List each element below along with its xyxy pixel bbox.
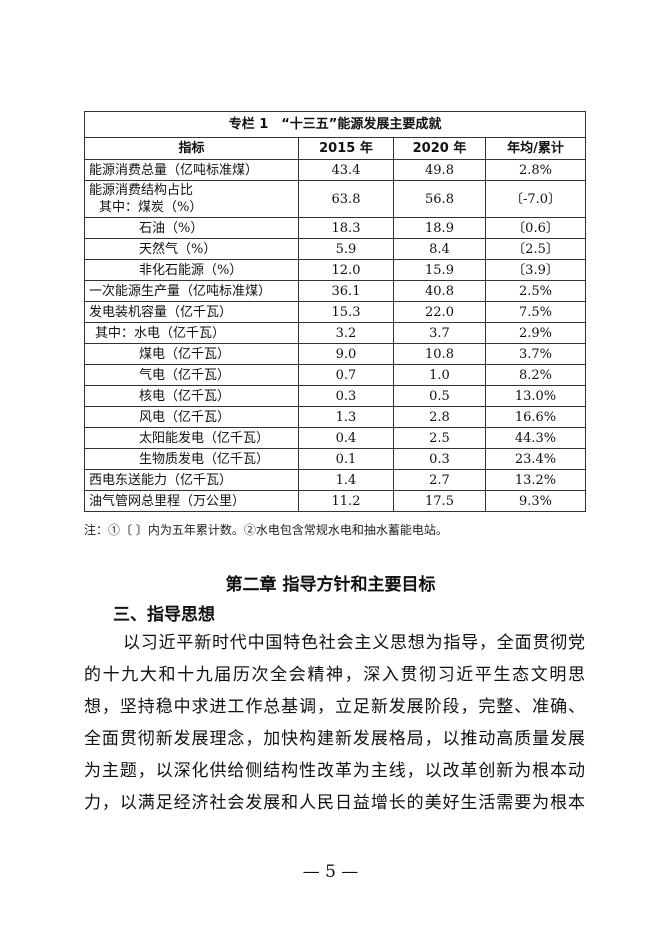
- table-row: 石油（%） 18.3 18.9 〔0.6〕: [84, 217, 587, 239]
- table-row: 油气管网总里程（万公里） 11.2 17.5 9.3%: [84, 490, 587, 512]
- value-2015: 1.3: [298, 406, 394, 428]
- value-change: 8.2%: [484, 364, 587, 386]
- row-label: 发电装机容量（亿千瓦）: [84, 301, 299, 323]
- value-2015: 0.1: [298, 448, 394, 470]
- value-2015: 15.3: [298, 301, 394, 323]
- chapter-title: 第二章 指导方针和主要目标: [225, 575, 436, 595]
- paragraph-line: 以习近平新时代中国特色社会主义思想为指导，全面贯彻党: [123, 633, 585, 653]
- paragraph-line: 为主题，以深化供给侧结构性改革为主线，以改革创新为根本动: [84, 761, 585, 781]
- table-row: 太阳能发电（亿千瓦） 0.4 2.5 44.3%: [84, 427, 587, 449]
- value-change: 〔3.9〕: [484, 259, 587, 281]
- header-indicator: 指标: [84, 137, 299, 160]
- value-2020: 40.8: [393, 280, 486, 302]
- value-2015: 1.4: [298, 469, 394, 491]
- row-label: 核电（亿千瓦）: [84, 385, 299, 407]
- row-label: 一次能源生产量（亿吨标准煤）: [84, 280, 299, 302]
- row-label: 天然气（%）: [84, 238, 299, 260]
- value-2015: 0.4: [298, 427, 394, 449]
- value-2020: 8.4: [393, 238, 486, 260]
- table-row: 非化石能源（%） 12.0 15.9 〔3.9〕: [84, 259, 587, 281]
- paragraph-line: 力，以满足经济社会发展和人民日益增长的美好生活需要为根本: [84, 793, 585, 813]
- paragraph-line: 全面贯彻新发展理念，加快构建新发展格局，以推动高质量发展: [84, 729, 585, 749]
- value-change: 2.5%: [484, 280, 587, 302]
- value-2020: 18.9: [393, 217, 486, 239]
- value-2020: 0.5: [393, 385, 486, 407]
- value-2015: 36.1: [298, 280, 394, 302]
- table-caption: 专栏 1 “十三五”能源发展主要成就: [83, 111, 587, 138]
- row-label: 石油（%）: [84, 217, 299, 239]
- row-label: 能源消费总量（亿吨标准煤）: [84, 159, 299, 181]
- value-2015: 0.3: [298, 385, 394, 407]
- value-2015: 12.0: [298, 259, 394, 281]
- value-change: 2.8%: [484, 159, 587, 181]
- value-change: 2.9%: [484, 322, 587, 344]
- value-2020: 2.8: [393, 406, 486, 428]
- value-2020: 49.8: [393, 159, 486, 181]
- value-change: 44.3%: [484, 427, 587, 449]
- table-row: 天然气（%） 5.9 8.4 〔2.5〕: [84, 238, 587, 260]
- value-change: 〔-7.0〕: [484, 180, 587, 218]
- row-label: 非化石能源（%）: [84, 259, 299, 281]
- value-2015: 11.2: [298, 490, 394, 512]
- value-2020: 15.9: [393, 259, 486, 281]
- header-change: 年均/累计: [484, 137, 587, 160]
- row-label: 气电（亿千瓦）: [84, 364, 299, 386]
- value-2015: 43.4: [298, 159, 394, 181]
- header-2020: 2020 年: [393, 137, 486, 160]
- page-number: — 5 —: [302, 862, 359, 882]
- paragraph-line: 想，坚持稳中求进工作总基调，立足新发展阶段，完整、准确、: [84, 697, 585, 717]
- section-title: 三、指导思想: [113, 605, 215, 625]
- table-row: 生物质发电（亿千瓦） 0.1 0.3 23.4%: [84, 448, 587, 470]
- row-label: 风电（亿千瓦）: [84, 406, 299, 428]
- value-change: 〔2.5〕: [484, 238, 587, 260]
- table-row: 能源消费总量（亿吨标准煤） 43.4 49.8 2.8%: [84, 159, 587, 181]
- table-row: 煤电（亿千瓦） 9.0 10.8 3.7%: [84, 343, 587, 365]
- value-change: 13.2%: [484, 469, 587, 491]
- value-2015: 9.0: [298, 343, 394, 365]
- energy-achievements-table: 专栏 1 “十三五”能源发展主要成就 指标 2015 年 2020 年 年均/累…: [83, 111, 587, 512]
- table-row: 其中：水电（亿千瓦） 3.2 3.7 2.9%: [84, 322, 587, 344]
- value-change: 〔0.6〕: [484, 217, 587, 239]
- value-2020: 1.0: [393, 364, 486, 386]
- value-2020: 10.8: [393, 343, 486, 365]
- row-label-line: 能源消费结构占比: [89, 183, 194, 198]
- table-footnote: 注：①〔 〕内为五年累计数。②水电包含常规水电和抽水蓄能电站。: [84, 523, 448, 537]
- table-row: 能源消费结构占比 其中：煤炭（%） 63.8 56.8 〔-7.0〕: [84, 180, 587, 218]
- row-label: 太阳能发电（亿千瓦）: [84, 427, 299, 449]
- row-label: 能源消费结构占比其中：煤炭（%）: [84, 180, 299, 218]
- value-change: 16.6%: [484, 406, 587, 428]
- value-2020: 3.7: [393, 322, 486, 344]
- value-2020: 2.7: [393, 469, 486, 491]
- value-2015: 3.2: [298, 322, 394, 344]
- table-row: 西电东送能力（亿千瓦） 1.4 2.7 13.2%: [84, 469, 587, 491]
- table-row: 一次能源生产量（亿吨标准煤） 36.1 40.8 2.5%: [84, 280, 587, 302]
- value-change: 13.0%: [484, 385, 587, 407]
- value-2015: 63.8: [298, 180, 394, 218]
- value-change: 7.5%: [484, 301, 587, 323]
- table-row: 发电装机容量（亿千瓦） 15.3 22.0 7.5%: [84, 301, 587, 323]
- value-2020: 56.8: [393, 180, 486, 218]
- row-label: 煤电（亿千瓦）: [84, 343, 299, 365]
- row-label: 油气管网总里程（万公里）: [84, 490, 299, 512]
- value-2015: 18.3: [298, 217, 394, 239]
- value-2020: 17.5: [393, 490, 486, 512]
- paragraph-line: 的十九大和十九届历次全会精神，深入贯彻习近平生态文明思: [84, 665, 585, 685]
- table-row: 风电（亿千瓦） 1.3 2.8 16.6%: [84, 406, 587, 428]
- value-2015: 0.7: [298, 364, 394, 386]
- row-label: 西电东送能力（亿千瓦）: [84, 469, 299, 491]
- row-label: 生物质发电（亿千瓦）: [84, 448, 299, 470]
- value-change: 23.4%: [484, 448, 587, 470]
- value-change: 3.7%: [484, 343, 587, 365]
- header-2015: 2015 年: [298, 137, 394, 160]
- value-change: 9.3%: [484, 490, 587, 512]
- value-2020: 2.5: [393, 427, 486, 449]
- value-2020: 22.0: [393, 301, 486, 323]
- table-row: 核电（亿千瓦） 0.3 0.5 13.0%: [84, 385, 587, 407]
- row-label-line: 其中：煤炭（%）: [99, 200, 203, 215]
- row-label: 其中：水电（亿千瓦）: [84, 322, 299, 344]
- table-row: 气电（亿千瓦） 0.7 1.0 8.2%: [84, 364, 587, 386]
- value-2020: 0.3: [393, 448, 486, 470]
- value-2015: 5.9: [298, 238, 394, 260]
